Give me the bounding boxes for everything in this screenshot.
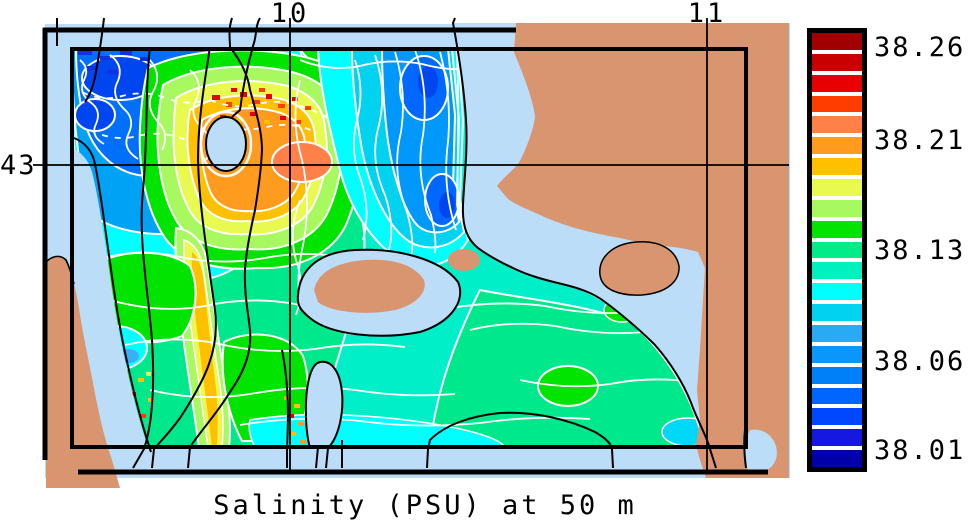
colorbar-band-12: [812, 283, 862, 301]
elba-island-land: [314, 259, 425, 313]
colorbar-band-17: [812, 387, 862, 405]
warmcore-red-speckles: [212, 88, 311, 124]
contour-long-west: [132, 46, 155, 469]
island-halo-ring: [199, 110, 253, 178]
colorbar-tick-label-1: 38.21: [874, 125, 966, 156]
colorbar-band-18: [812, 408, 862, 426]
y-tick-label-43: 43: [0, 150, 37, 181]
colorbar-band-14: [812, 325, 862, 342]
colorbar-band-13: [812, 304, 862, 322]
colorbar-tick-label-4: 38.01: [874, 435, 966, 466]
x-tick-label-11: 11: [687, 0, 727, 29]
corsica-land: [46, 256, 120, 488]
colorbar-band-6: [812, 158, 862, 176]
colorbar-band-4: [812, 116, 862, 134]
bay-shallow: [745, 429, 777, 471]
colorbar-band-3: [812, 95, 862, 113]
plume-amber: [191, 252, 218, 447]
outer-frame: [42, 27, 768, 475]
colorbar-band-16: [812, 366, 862, 384]
contour-south-island-dangles: [315, 440, 343, 469]
nw-navy-speckles: [78, 50, 149, 74]
contour-plume-west: [151, 46, 217, 469]
contour-dome-south: [426, 411, 614, 469]
colorbar-band-11: [812, 262, 862, 280]
contour-corsica-coast: [73, 137, 152, 453]
colorbar-band-5: [812, 137, 862, 155]
coastal-royal-core-2: [439, 192, 455, 218]
colorbar-band-10: [812, 241, 862, 259]
plot-title: Salinity (PSU) at 50 m: [213, 490, 637, 521]
colorbar-band-20: [812, 450, 862, 468]
contour-plume-east: [187, 17, 264, 469]
colorbar-tick-label-2: 38.13: [874, 235, 966, 266]
contour-coast-isobath: [451, 17, 717, 469]
colorbar-band-8: [812, 199, 862, 217]
inner-frame: [70, 47, 748, 449]
colorbar-band-0: [812, 33, 862, 50]
colorbar-tick-label-3: 38.06: [874, 346, 966, 377]
colorbar-band-1: [812, 53, 862, 71]
mainland-land: [497, 23, 789, 478]
colorbar-band-7: [812, 179, 862, 196]
south-island-shallow: [304, 360, 344, 449]
contour-nw: [84, 17, 105, 103]
promontory-land: [599, 241, 680, 296]
white-contour-lines: [79, 49, 701, 431]
colorbar-band-9: [812, 220, 862, 238]
colorbar-band-2: [812, 74, 862, 92]
colorbar: [807, 28, 867, 472]
colorbar-tick-label-0: 38.26: [874, 32, 966, 63]
small-island-east: [448, 249, 480, 271]
graticule: [33, 18, 789, 472]
capraia-island: [205, 116, 247, 172]
colorbar-band-15: [812, 345, 862, 363]
colorbar-band-19: [812, 429, 862, 447]
x-tick-label-10: 10: [270, 0, 310, 29]
